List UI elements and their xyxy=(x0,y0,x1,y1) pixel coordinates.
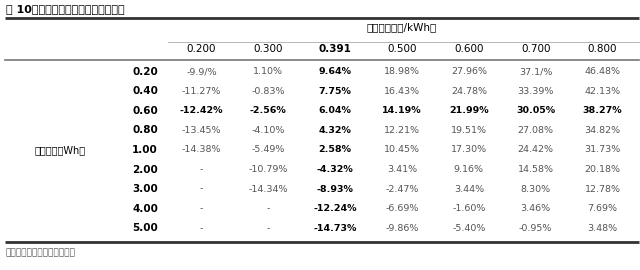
Text: 5.00: 5.00 xyxy=(132,223,158,233)
Text: 12.21%: 12.21% xyxy=(384,126,420,135)
Text: 8.30%: 8.30% xyxy=(521,185,551,194)
Text: 0.800: 0.800 xyxy=(588,44,618,54)
Text: 31.73%: 31.73% xyxy=(584,146,621,154)
Text: 14.19%: 14.19% xyxy=(382,106,422,115)
Text: 3.46%: 3.46% xyxy=(521,204,551,213)
Text: 3.44%: 3.44% xyxy=(454,185,484,194)
Text: 上网电价（元/kWh）: 上网电价（元/kWh） xyxy=(367,22,437,32)
Text: 27.96%: 27.96% xyxy=(451,67,487,76)
Text: -9.86%: -9.86% xyxy=(385,224,419,233)
Text: 3.48%: 3.48% xyxy=(588,224,618,233)
Text: 3.41%: 3.41% xyxy=(387,165,417,174)
Text: -14.38%: -14.38% xyxy=(182,146,221,154)
Text: 资料来源：国泰君安证券研究: 资料来源：国泰君安证券研究 xyxy=(6,248,76,257)
Text: -0.95%: -0.95% xyxy=(519,224,552,233)
Text: 37.1/%: 37.1/% xyxy=(519,67,552,76)
Text: 9.16%: 9.16% xyxy=(454,165,484,174)
Text: 0.80: 0.80 xyxy=(132,126,158,136)
Text: 1.10%: 1.10% xyxy=(253,67,284,76)
Text: -5.40%: -5.40% xyxy=(452,224,486,233)
Text: 7.75%: 7.75% xyxy=(319,87,351,96)
Text: 2.00: 2.00 xyxy=(132,164,158,175)
Text: 17.30%: 17.30% xyxy=(451,146,487,154)
Text: -14.73%: -14.73% xyxy=(314,224,357,233)
Text: -: - xyxy=(200,165,203,174)
Text: -10.79%: -10.79% xyxy=(248,165,288,174)
Text: -8.93%: -8.93% xyxy=(317,185,353,194)
Text: 0.200: 0.200 xyxy=(187,44,216,54)
Text: 20.18%: 20.18% xyxy=(584,165,621,174)
Text: -: - xyxy=(200,224,203,233)
Text: -12.24%: -12.24% xyxy=(314,204,357,213)
Text: -2.47%: -2.47% xyxy=(385,185,419,194)
Text: 24.42%: 24.42% xyxy=(518,146,554,154)
Text: 24.78%: 24.78% xyxy=(451,87,487,96)
Text: 9.64%: 9.64% xyxy=(319,67,351,76)
Text: -: - xyxy=(200,204,203,213)
Text: -1.60%: -1.60% xyxy=(452,204,486,213)
Text: -6.69%: -6.69% xyxy=(385,204,419,213)
Text: 4.00: 4.00 xyxy=(132,204,158,214)
Text: 42.13%: 42.13% xyxy=(584,87,621,96)
Text: -4.10%: -4.10% xyxy=(252,126,285,135)
Text: 18.98%: 18.98% xyxy=(384,67,420,76)
Text: 1.00: 1.00 xyxy=(132,145,158,155)
Text: -: - xyxy=(267,204,270,213)
Text: -13.45%: -13.45% xyxy=(182,126,221,135)
Text: 46.48%: 46.48% xyxy=(584,67,621,76)
Text: 16.43%: 16.43% xyxy=(384,87,420,96)
Text: 2.58%: 2.58% xyxy=(319,146,351,154)
Text: 27.08%: 27.08% xyxy=(518,126,554,135)
Text: 10.45%: 10.45% xyxy=(384,146,420,154)
Text: 0.500: 0.500 xyxy=(387,44,417,54)
Text: 19.51%: 19.51% xyxy=(451,126,487,135)
Text: 0.40: 0.40 xyxy=(132,86,158,96)
Text: 12.78%: 12.78% xyxy=(584,185,621,194)
Text: 0.700: 0.700 xyxy=(521,44,550,54)
Text: 配储容量（Wh）: 配储容量（Wh） xyxy=(35,145,86,155)
Text: -12.42%: -12.42% xyxy=(180,106,223,115)
Text: 表 10：发电侧配储经济性敏感性分析: 表 10：发电侧配储经济性敏感性分析 xyxy=(6,4,125,14)
Text: 0.391: 0.391 xyxy=(319,44,351,54)
Text: 7.69%: 7.69% xyxy=(588,204,618,213)
Text: 6.04%: 6.04% xyxy=(319,106,351,115)
Text: -: - xyxy=(267,224,270,233)
Text: -9.9/%: -9.9/% xyxy=(186,67,217,76)
Text: -2.56%: -2.56% xyxy=(250,106,287,115)
Text: 0.60: 0.60 xyxy=(132,106,158,116)
Text: 0.300: 0.300 xyxy=(253,44,283,54)
Text: -: - xyxy=(200,185,203,194)
Text: 4.32%: 4.32% xyxy=(319,126,351,135)
Text: 38.27%: 38.27% xyxy=(583,106,622,115)
Text: -4.32%: -4.32% xyxy=(317,165,353,174)
Text: 14.58%: 14.58% xyxy=(518,165,554,174)
Text: 3.00: 3.00 xyxy=(132,184,158,194)
Text: -5.49%: -5.49% xyxy=(252,146,285,154)
Text: 0.600: 0.600 xyxy=(454,44,484,54)
Text: -14.34%: -14.34% xyxy=(248,185,288,194)
Text: -0.83%: -0.83% xyxy=(252,87,285,96)
Text: -11.27%: -11.27% xyxy=(182,87,221,96)
Text: 30.05%: 30.05% xyxy=(516,106,556,115)
Text: 0.20: 0.20 xyxy=(132,67,158,77)
Text: 33.39%: 33.39% xyxy=(518,87,554,96)
Text: 21.99%: 21.99% xyxy=(449,106,489,115)
Text: 34.82%: 34.82% xyxy=(584,126,621,135)
